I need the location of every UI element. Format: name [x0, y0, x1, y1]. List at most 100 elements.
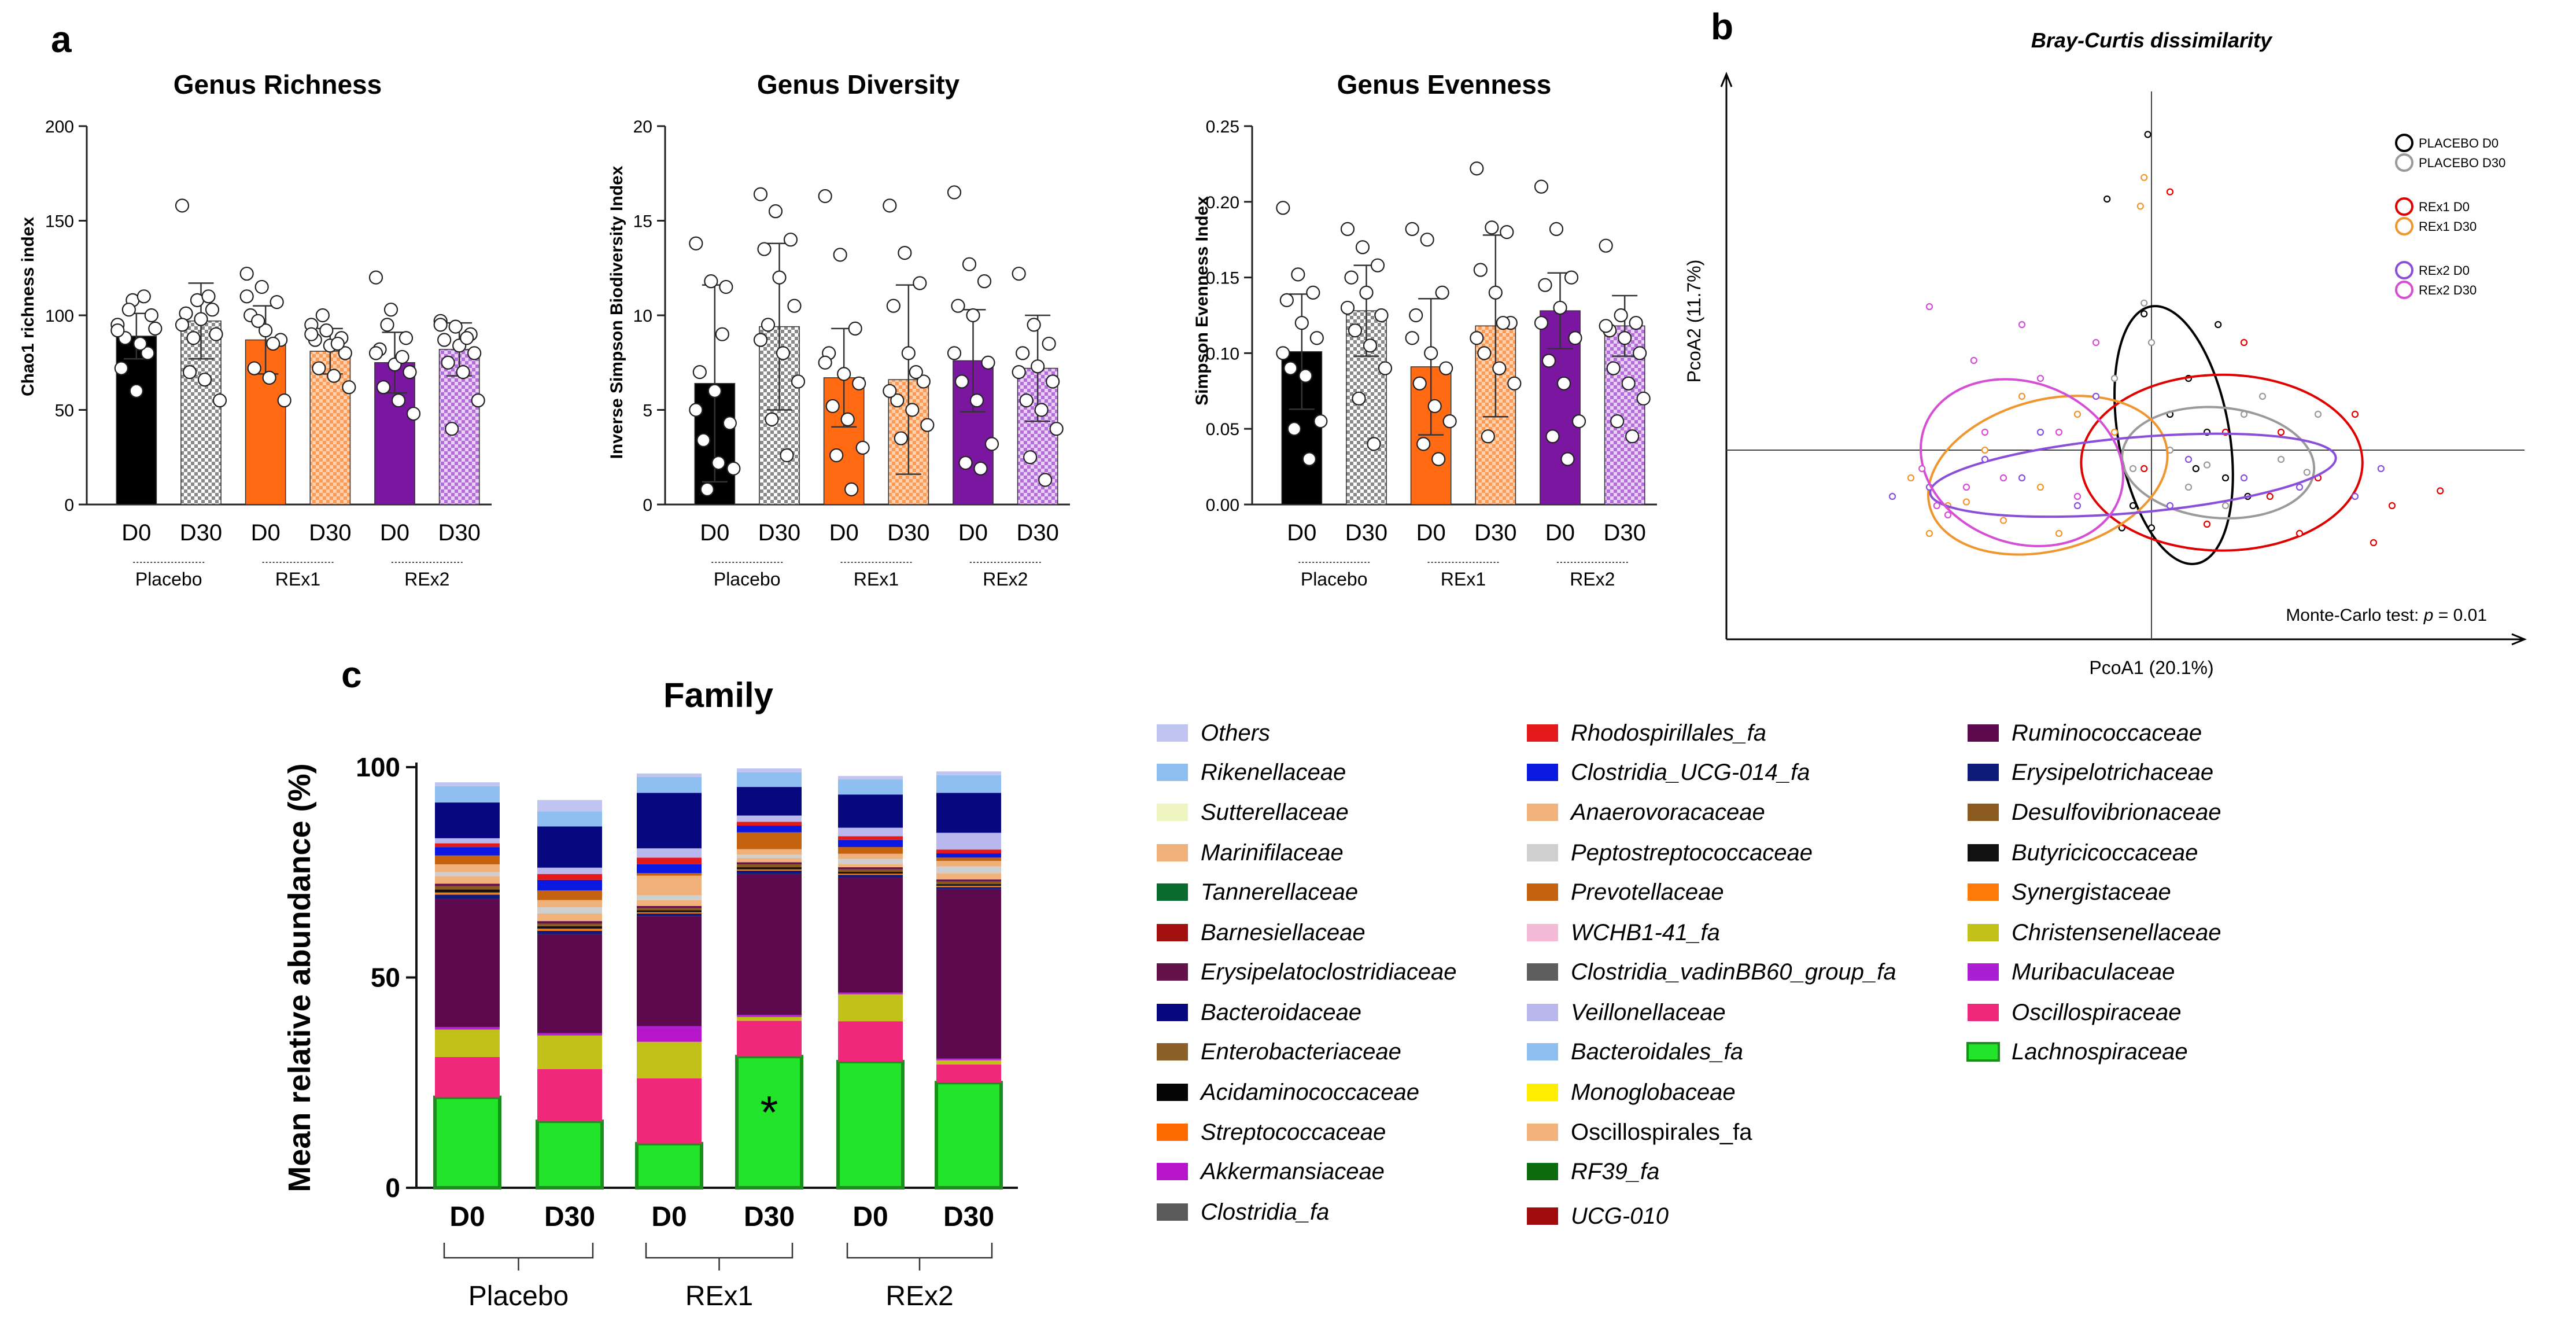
evenness-data-point: [1496, 315, 1510, 330]
pcoa-point: [1970, 356, 1977, 364]
family-bar-segment: [737, 862, 802, 864]
evenness-data-point: [1352, 391, 1366, 406]
family-legend-swatch: [1968, 804, 1999, 821]
family-bar-segment: [936, 881, 1001, 885]
evenness-data-point: [1378, 361, 1393, 375]
family-legend-swatch: [1157, 764, 1188, 781]
pcoa-point: [2018, 474, 2026, 482]
family-group-bracket: [443, 1243, 594, 1271]
richness-chart: Genus Richness Chao1 richness index 0 50 1…: [19, 69, 492, 590]
pcoa-point: [2092, 392, 2100, 400]
family-group-label: REx1: [685, 1281, 753, 1312]
evenness-data-point: [1560, 452, 1575, 466]
diversity-y-tick-label: 15: [633, 212, 652, 231]
richness-category-label: D30: [438, 520, 480, 546]
evenness-data-point: [1294, 315, 1309, 330]
richness-data-point: [148, 321, 163, 336]
family-legend-label: RF39_fa: [1571, 1159, 1659, 1184]
evenness-data-point: [1492, 361, 1507, 375]
richness-y-tick-label: 150: [45, 212, 74, 231]
family-legend-label: UCG-010: [1571, 1203, 1669, 1229]
diversity-chart: Genus Diversity Inverse Simpson Biodiver…: [607, 69, 1070, 590]
diversity-data-point: [689, 236, 703, 251]
diversity-y-tick-label: 20: [633, 117, 652, 137]
diversity-data-point: [898, 245, 912, 260]
evenness-data-point: [1276, 201, 1290, 215]
evenness-data-point: [1442, 414, 1457, 429]
diversity-data-point: [818, 355, 832, 370]
diversity-data-point: [901, 346, 916, 360]
evenness-data-point: [1348, 323, 1363, 338]
pcoa-point: [2136, 202, 2144, 210]
family-bar-segment: [435, 802, 500, 838]
family-legend-label: Butyricicoccaceae: [2012, 840, 2198, 866]
family-bar-segment: [433, 1095, 501, 1190]
panel-label-a: a: [51, 19, 72, 60]
evenness-data-point: [1302, 452, 1316, 466]
diversity-data-point: [1027, 318, 1041, 332]
evenness-group-label: REx2: [1570, 569, 1615, 590]
family-legend-swatch: [1527, 844, 1558, 861]
evenness-data-point: [1621, 376, 1636, 391]
pcoa-point: [2036, 374, 2044, 382]
family-legend-swatch: [1157, 804, 1188, 821]
pcoa-y-label: PcoA2 (11.7%): [1684, 260, 1704, 383]
diversity-data-point: [1049, 422, 1064, 436]
family-group-label: Placebo: [468, 1281, 569, 1312]
evenness-data-point: [1427, 399, 1442, 414]
evenness-y-tick-label: 0.10: [1206, 344, 1239, 363]
family-bar-segment: [737, 787, 802, 816]
family-bar-segment: [537, 900, 602, 908]
evenness-y-label: Simpson Evenness Index: [1193, 196, 1212, 406]
evenness-data-point: [1416, 437, 1431, 451]
richness-group-label: REx2: [404, 569, 449, 590]
evenness-data-point: [1355, 240, 1370, 255]
richness-data-point: [383, 303, 398, 317]
family-bar-segment: [838, 875, 903, 878]
family-legend-swatch: [1157, 924, 1188, 941]
family-legend-label: Clostridia_UCG-014_fa: [1571, 760, 1810, 785]
family-bar-segment: [435, 847, 500, 856]
evenness-data-point: [1283, 361, 1298, 375]
diversity-y-label: Inverse Simpson Biodiversity Index: [607, 165, 626, 459]
family-legend-label: WCHB1-41_fa: [1571, 920, 1720, 945]
family-bar-segment: [936, 771, 1001, 775]
family-bar-segment: [737, 826, 802, 833]
family-bar-segment: [435, 1027, 500, 1029]
richness-data-point: [327, 369, 341, 383]
family-bar-segment: [537, 929, 602, 931]
richness-y-tick-label: 100: [45, 307, 74, 326]
richness-data-point: [380, 318, 394, 332]
pcoa-point: [2166, 188, 2174, 196]
pcoa-point: [2240, 338, 2248, 347]
richness-data-point: [212, 393, 227, 408]
evenness-data-point: [1571, 414, 1586, 429]
family-bar-segment: [838, 1021, 903, 1062]
evenness-data-point: [1538, 278, 1552, 292]
pcoa-point: [2314, 410, 2322, 418]
pcoa-legend-marker: [2395, 153, 2413, 172]
richness-data-point: [197, 373, 212, 387]
family-bar-segment: [936, 793, 1001, 833]
family-legend-label: Enterobacteriaceae: [1201, 1039, 1401, 1065]
evenness-data-point: [1477, 346, 1492, 360]
evenness-data-point: [1599, 238, 1613, 253]
richness-data-point: [114, 361, 128, 375]
pcoa-point: [1918, 465, 1926, 473]
pcoa-annotation: Monte-Carlo test: p = 0.01: [2286, 606, 2487, 625]
pcoa-point: [1962, 483, 1970, 491]
family-legend-label: Oscillospirales_fa: [1571, 1120, 1752, 1145]
family-bar-segment: [537, 826, 602, 868]
diversity-data-point: [1019, 393, 1034, 408]
family-legend-label: Lachnospiraceae: [2012, 1039, 2188, 1065]
pcoa-point: [2277, 428, 2285, 436]
family-legend-swatch: [1157, 883, 1188, 901]
family-bar-segment: [838, 859, 903, 864]
diversity-data-point: [947, 346, 962, 360]
richness-group-label: REx1: [275, 569, 320, 590]
pcoa-point: [1907, 474, 1915, 482]
diversity-category-label: D0: [958, 520, 988, 546]
pcoa-point: [2073, 492, 2082, 500]
evenness-category-label: D30: [1474, 520, 1516, 546]
